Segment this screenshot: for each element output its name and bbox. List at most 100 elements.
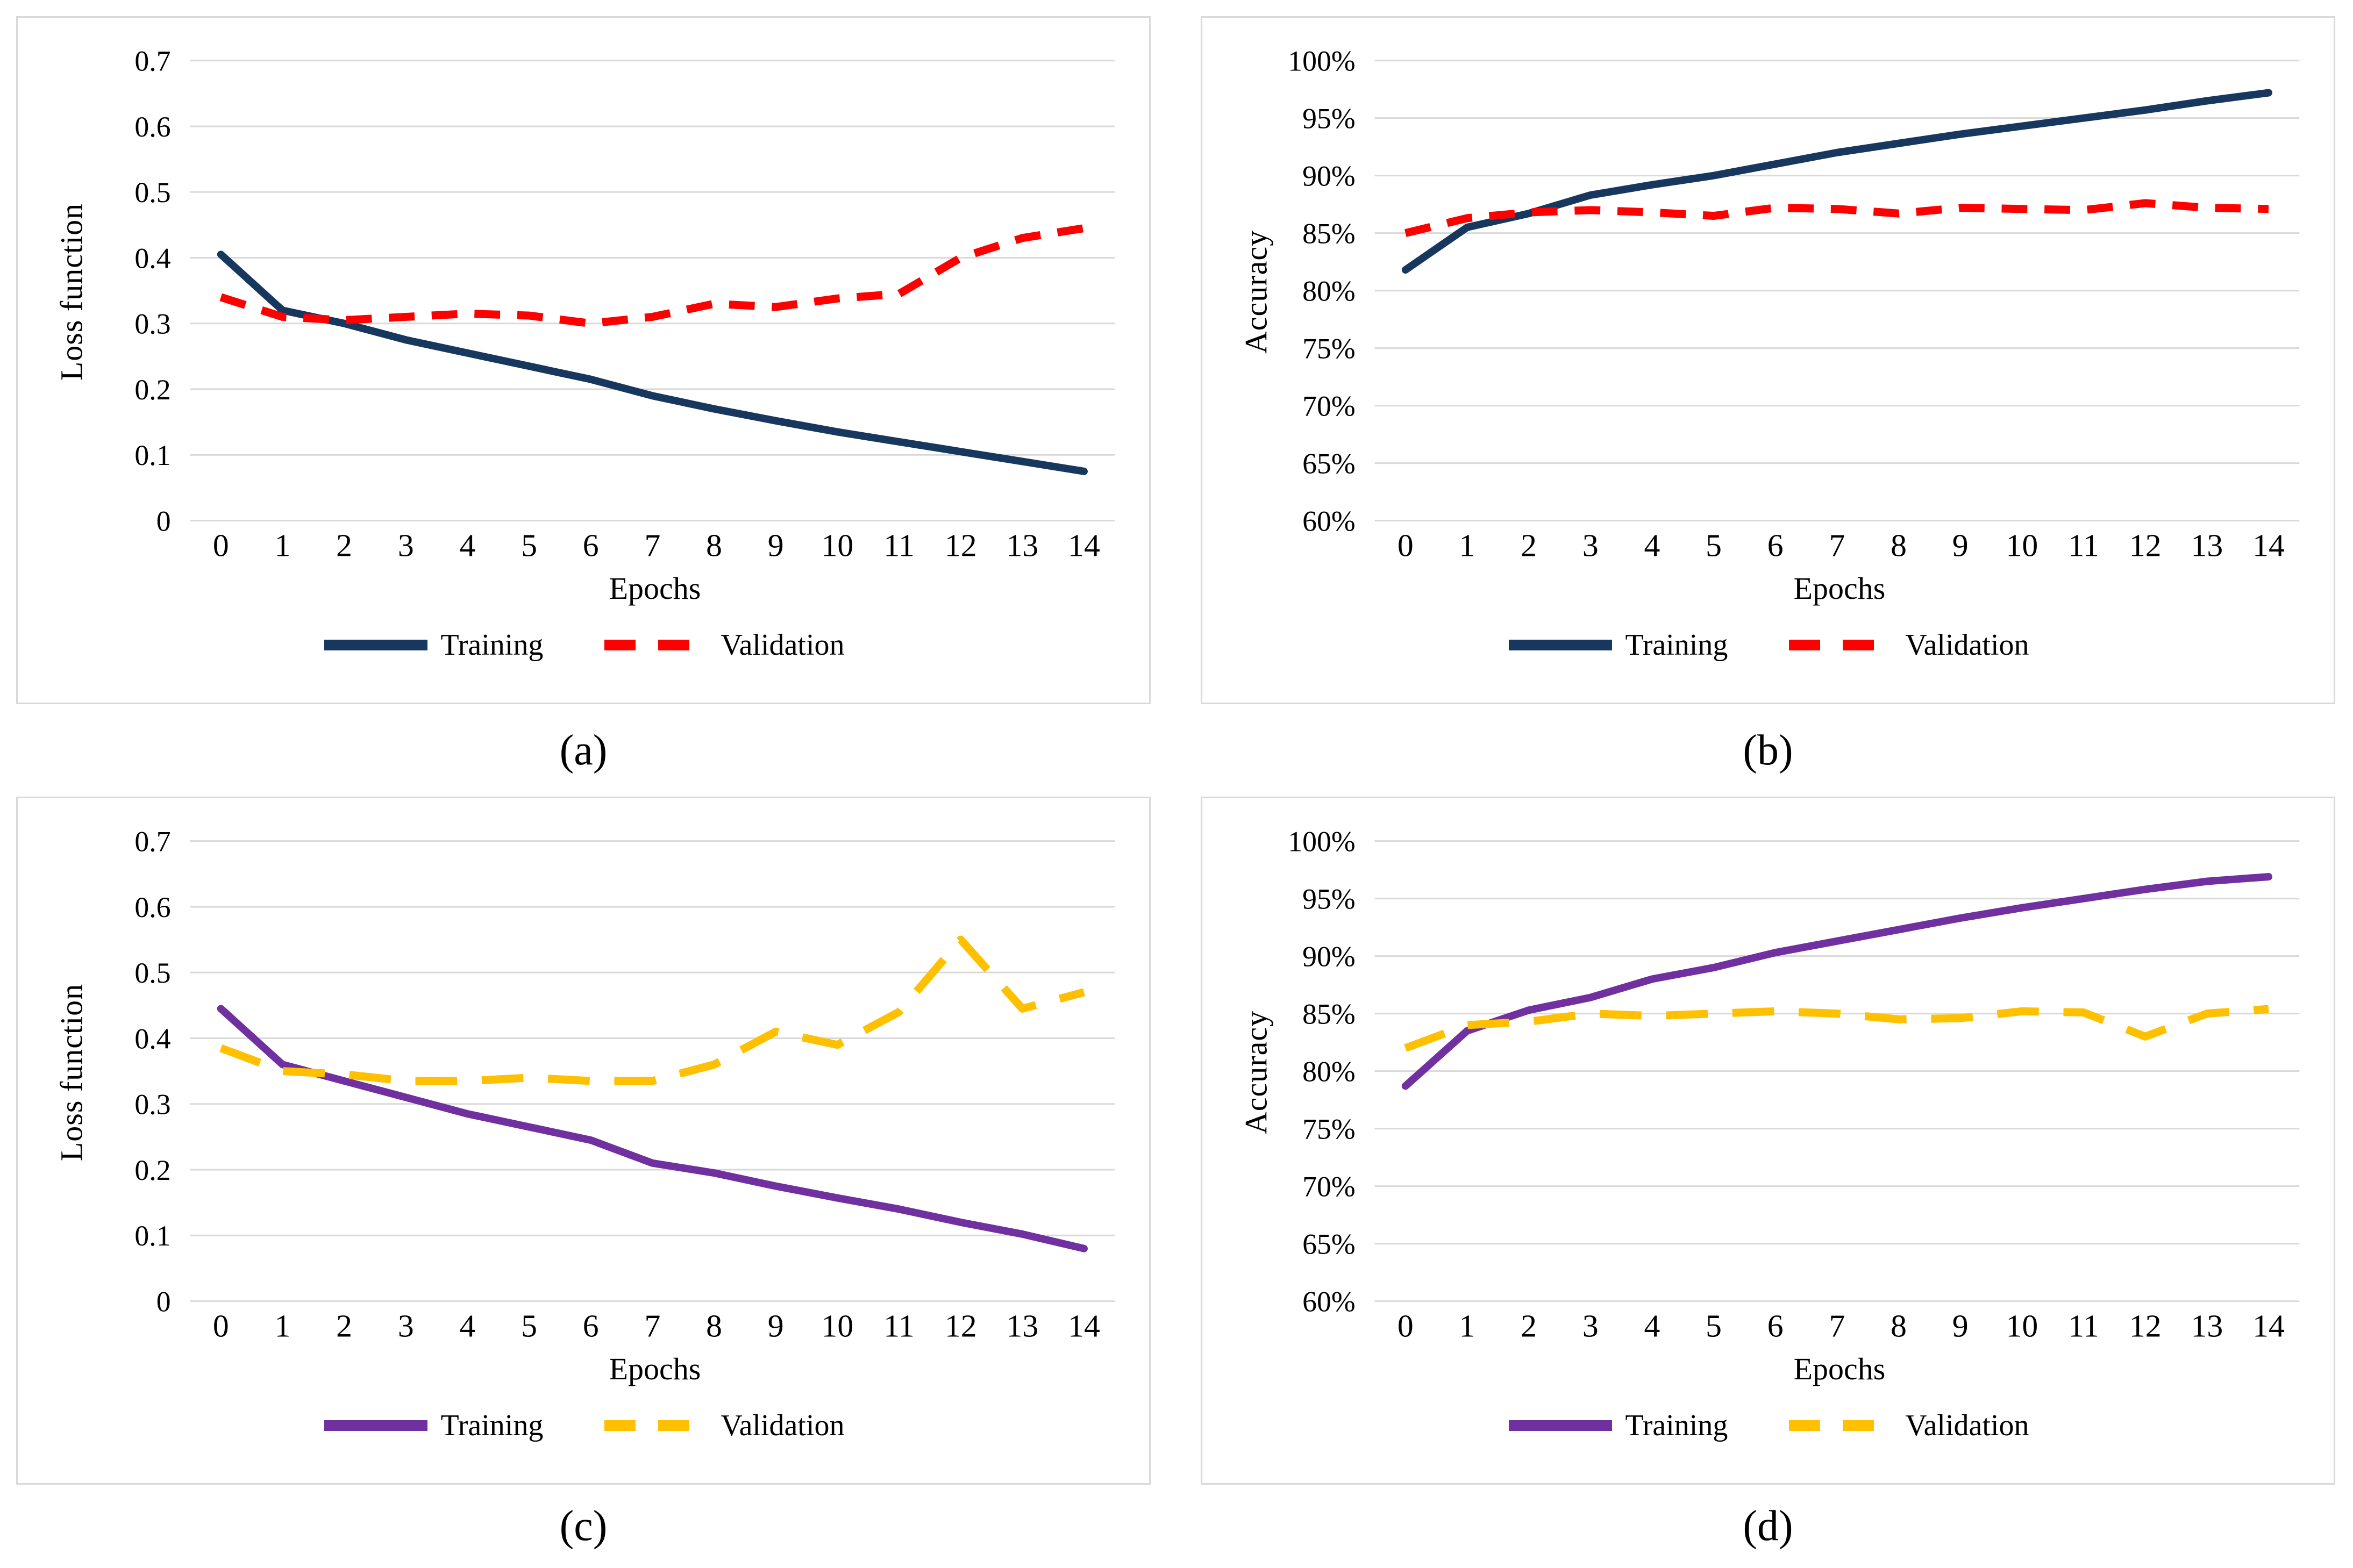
- training-line-swatch: [1509, 1420, 1613, 1431]
- legend: Training Validation: [18, 628, 1149, 662]
- svg-text:12: 12: [2129, 527, 2162, 563]
- chart-b: 100% 95% 90% 85% 80% 75% 70% 65% 60% 0 1 2 3 4 5 6 7 8 9 10…: [1201, 16, 2335, 704]
- legend-label-training: Training: [1625, 1409, 1728, 1442]
- svg-text:60%: 60%: [1302, 1286, 1356, 1318]
- legend: Training Validation: [1202, 628, 2334, 662]
- svg-text:70%: 70%: [1302, 1171, 1356, 1203]
- panel-b: 100% 95% 90% 85% 80% 75% 70% 65% 60% 0 1 2 3 4 5 6 7 8 9 10…: [1201, 16, 2335, 797]
- svg-text:5: 5: [1706, 1308, 1722, 1343]
- legend-label-validation: Validation: [721, 628, 845, 662]
- svg-text:11: 11: [883, 527, 914, 563]
- svg-text:7: 7: [644, 1308, 660, 1343]
- svg-text:4: 4: [1644, 527, 1660, 563]
- svg-text:9: 9: [768, 527, 784, 563]
- svg-text:11: 11: [2068, 527, 2099, 563]
- x-axis-title: Epochs: [609, 1351, 701, 1386]
- svg-text:95%: 95%: [1302, 103, 1356, 135]
- svg-text:0.7: 0.7: [134, 826, 170, 858]
- svg-text:0.2: 0.2: [134, 374, 170, 406]
- svg-text:0: 0: [1397, 527, 1414, 563]
- legend: Training Validation: [18, 1408, 1149, 1443]
- svg-text:0.2: 0.2: [134, 1154, 170, 1186]
- svg-text:85%: 85%: [1302, 218, 1356, 250]
- legend-label-validation: Validation: [1905, 1409, 2029, 1442]
- y-axis-title: Loss function: [54, 983, 89, 1162]
- svg-text:0.7: 0.7: [134, 45, 170, 77]
- svg-text:0.6: 0.6: [134, 891, 170, 923]
- legend-item-training: Training: [1507, 1408, 1728, 1443]
- svg-text:14: 14: [1068, 1308, 1100, 1343]
- svg-text:2: 2: [336, 1308, 352, 1343]
- svg-text:7: 7: [1829, 1308, 1845, 1343]
- svg-text:0: 0: [156, 1286, 171, 1318]
- svg-text:80%: 80%: [1302, 275, 1356, 307]
- svg-text:0: 0: [156, 505, 171, 538]
- legend-label-validation: Validation: [1905, 628, 2029, 662]
- svg-text:0.4: 0.4: [134, 1022, 170, 1055]
- svg-text:7: 7: [1829, 527, 1845, 563]
- svg-text:65%: 65%: [1302, 448, 1356, 480]
- training-line-swatch: [324, 1420, 428, 1431]
- svg-text:4: 4: [1644, 1308, 1660, 1343]
- svg-text:11: 11: [883, 1308, 914, 1343]
- svg-text:0.5: 0.5: [134, 176, 170, 209]
- svg-text:90%: 90%: [1302, 941, 1356, 973]
- svg-text:80%: 80%: [1302, 1056, 1356, 1088]
- svg-text:1: 1: [275, 1308, 291, 1343]
- caption-b: (b): [1743, 726, 1793, 774]
- svg-text:10: 10: [822, 527, 854, 563]
- chart-c: 0.7 0.6 0.5 0.4 0.3 0.2 0.1 0 0 1 2 3 4 5 6 7 8 9 10 11 12 13…: [16, 797, 1151, 1485]
- svg-text:6: 6: [1767, 1308, 1784, 1343]
- svg-text:3: 3: [398, 527, 414, 563]
- caption-c: (c): [559, 1502, 608, 1550]
- svg-text:0: 0: [213, 527, 229, 563]
- validation-dash-swatch: [604, 640, 708, 650]
- x-axis-title: Epochs: [609, 571, 701, 606]
- x-axis-title: Epochs: [1793, 571, 1886, 606]
- svg-text:8: 8: [706, 527, 722, 563]
- svg-text:13: 13: [1007, 527, 1039, 563]
- chart-a: 0.7 0.6 0.5 0.4 0.3 0.2 0.1 0 0 1 2 3 4 5 6 7 8 9 10 11 12 13…: [16, 16, 1151, 704]
- svg-text:13: 13: [2191, 527, 2223, 563]
- svg-text:9: 9: [1952, 527, 1969, 563]
- caption-a: (a): [559, 726, 608, 774]
- svg-text:7: 7: [644, 527, 660, 563]
- chart-d-plot-area: 100%95%90%85%80%75%70%65%60%0 1 2 3 4 5 6 7 8 9 10…: [1288, 826, 2300, 1343]
- svg-text:14: 14: [2252, 1308, 2285, 1343]
- svg-text:2: 2: [1521, 527, 1537, 563]
- svg-text:85%: 85%: [1302, 998, 1356, 1030]
- chart-b-plot-area: 100%95%90%85%80%75%70%65%60%0 1 2 3 4 5 6 7 8 9 10…: [1288, 45, 2300, 563]
- svg-text:8: 8: [1891, 527, 1907, 563]
- svg-text:0.1: 0.1: [134, 1220, 170, 1252]
- caption-d: (d): [1743, 1502, 1793, 1550]
- svg-text:14: 14: [2252, 527, 2285, 563]
- svg-text:4: 4: [459, 527, 475, 563]
- legend-item-training: Training: [322, 628, 543, 662]
- x-axis-title: Epochs: [1793, 1351, 1886, 1386]
- legend-label-training: Training: [440, 628, 544, 662]
- svg-text:95%: 95%: [1302, 883, 1356, 915]
- svg-text:13: 13: [2191, 1308, 2223, 1343]
- panel-a: 0.7 0.6 0.5 0.4 0.3 0.2 0.1 0 0 1 2 3 4 5 6 7 8 9 10 11 12 13…: [16, 16, 1151, 797]
- svg-text:11: 11: [2068, 1308, 2099, 1343]
- chart-d: 100% 95% 90% 85% 80% 75% 70% 65% 60% 0 1 2 3 4 5 6 7 8 9 10…: [1201, 797, 2335, 1485]
- training-line-swatch: [324, 640, 428, 650]
- svg-text:10: 10: [822, 1308, 854, 1343]
- svg-text:5: 5: [521, 1308, 537, 1343]
- y-axis-title: Accuracy: [1238, 1010, 1274, 1135]
- legend: Training Validation: [1202, 1408, 2334, 1443]
- svg-text:1: 1: [275, 527, 291, 563]
- svg-text:0: 0: [1397, 1308, 1414, 1343]
- svg-text:6: 6: [1767, 527, 1784, 563]
- chart-c-plot-area: 0.70.60.50.40.30.20.100 1 2 3 4 5 6 7 8 9 10 11 12 13…: [134, 826, 1115, 1343]
- svg-text:3: 3: [1582, 527, 1599, 563]
- svg-text:10: 10: [2006, 1308, 2038, 1343]
- svg-text:9: 9: [1952, 1308, 1969, 1343]
- svg-text:5: 5: [521, 527, 537, 563]
- svg-text:6: 6: [583, 1308, 599, 1343]
- svg-text:70%: 70%: [1302, 390, 1356, 423]
- svg-text:10: 10: [2006, 527, 2038, 563]
- legend-item-training: Training: [322, 1408, 543, 1443]
